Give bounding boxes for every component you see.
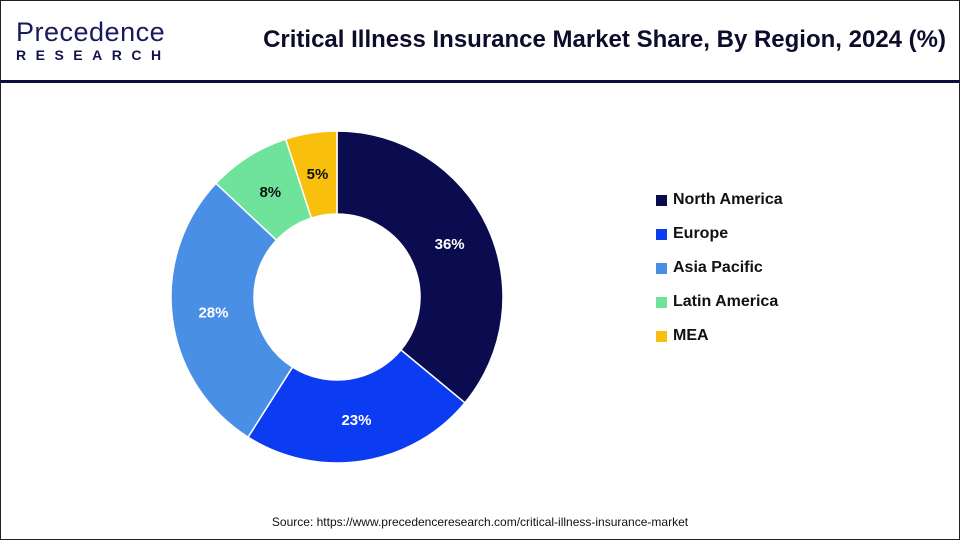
chart-title: Critical Illness Insurance Market Share,… xyxy=(263,26,946,53)
legend-item: Europe xyxy=(656,206,783,262)
legend-swatch xyxy=(656,194,667,206)
legend-swatch xyxy=(656,228,667,240)
legend-label: Asia Pacific xyxy=(673,259,763,276)
legend-label: MEA xyxy=(673,327,709,344)
slice-north-america xyxy=(336,130,504,404)
logo-line2: RESEARCH xyxy=(16,47,171,63)
legend-swatch xyxy=(656,296,667,308)
source-text: Source: https://www.precedenceresearch.c… xyxy=(271,515,689,529)
data-label: 5% xyxy=(307,166,329,183)
data-label: 8% xyxy=(259,184,281,201)
slice-asia-pacific xyxy=(170,182,294,439)
data-label: 28% xyxy=(198,305,228,322)
legend-item: Latin America xyxy=(656,274,783,330)
slice-mea xyxy=(284,130,338,220)
legend-swatch xyxy=(656,330,667,342)
legend-swatch xyxy=(656,262,667,274)
header: Precedence RESEARCH Critical Illness Ins… xyxy=(0,0,960,83)
logo-line1: Precedence xyxy=(16,17,166,47)
precedence-research-logo: Precedence RESEARCH xyxy=(16,18,171,63)
legend-item: North America xyxy=(656,172,783,228)
legend: North America Europe Asia Pacific Latin Ame… xyxy=(656,172,783,364)
legend-label: North America xyxy=(673,191,783,208)
legend-label: Latin America xyxy=(673,293,779,310)
legend-item: MEA xyxy=(656,308,783,364)
data-label: 23% xyxy=(341,412,371,429)
data-label: 36% xyxy=(435,236,465,253)
legend-item: Asia Pacific xyxy=(656,240,783,296)
legend-label: Europe xyxy=(673,225,729,242)
slice-europe xyxy=(247,348,466,464)
